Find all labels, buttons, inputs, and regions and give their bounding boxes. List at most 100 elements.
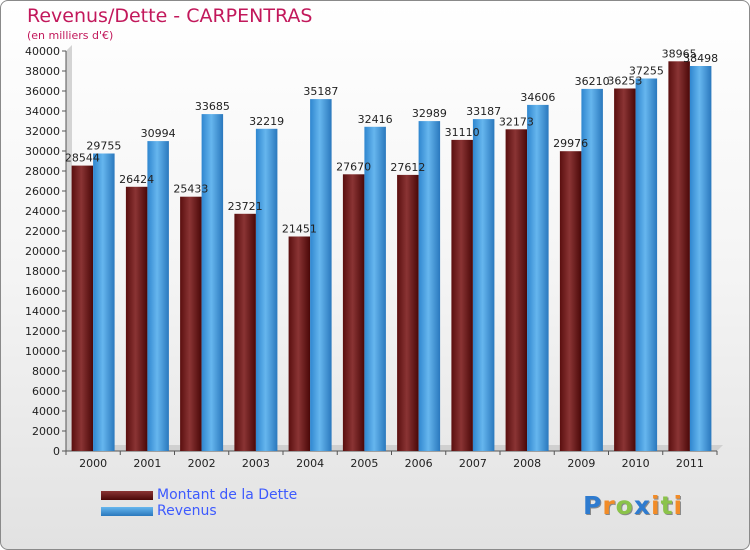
- data-label-revenus-2003: 32219: [249, 115, 284, 128]
- bar-revenus-2008: [527, 104, 549, 452]
- legend-label-revenus: Revenus: [157, 503, 217, 519]
- data-label-debt-2009: 29976: [553, 137, 588, 150]
- data-label-debt-2002: 25433: [173, 183, 208, 196]
- y-tick-label: 40000: [25, 45, 60, 58]
- data-label-revenus-2004: 35187: [303, 85, 338, 98]
- bar-debt-2004: [288, 236, 311, 451]
- left-wall: [66, 45, 72, 451]
- x-tick-label-2007: 2007: [459, 457, 487, 470]
- bar-revenus-2003: [255, 128, 278, 452]
- y-tick-label: 6000: [32, 385, 60, 398]
- bar-debt-2006: [397, 174, 419, 451]
- bar-revenus-2011: [689, 66, 712, 451]
- logo-letter: i: [651, 491, 661, 520]
- bar-revenus-2007: [472, 119, 495, 451]
- y-tick-label: 8000: [32, 365, 60, 378]
- y-tick-label: 26000: [25, 185, 60, 198]
- floor: [66, 445, 723, 451]
- y-tick-label: 28000: [25, 165, 60, 178]
- data-label-revenus-2009: 36210: [575, 75, 610, 88]
- data-label-revenus-2006: 32989: [412, 107, 447, 120]
- x-tick-label-2010: 2010: [622, 457, 650, 470]
- y-tick-label: 24000: [25, 205, 60, 218]
- y-tick-label: 38000: [25, 65, 60, 78]
- y-tick-label: 12000: [25, 325, 60, 338]
- y-tick-label: 14000: [25, 305, 60, 318]
- y-tick-label: 30000: [25, 145, 60, 158]
- y-tick-label: 20000: [25, 245, 60, 258]
- data-label-debt-2004: 21451: [282, 223, 317, 236]
- data-label-debt-2003: 23721: [228, 200, 263, 213]
- bar-revenus-2001: [147, 141, 169, 451]
- data-label-debt-2011: 38965: [662, 47, 697, 60]
- bar-revenus-2004: [310, 99, 332, 451]
- logo-letter: P: [583, 491, 603, 520]
- data-label-revenus-2005: 32416: [358, 113, 393, 126]
- x-tick-label-2006: 2006: [405, 457, 433, 470]
- bar-revenus-2002: [201, 114, 224, 451]
- data-label-revenus-2008: 34606: [520, 91, 555, 104]
- data-label-revenus-2007: 33187: [466, 105, 501, 118]
- bar-revenus-2005: [364, 126, 386, 452]
- proxiti-logo: Proxiti: [583, 491, 683, 520]
- y-tick-label: 36000: [25, 85, 60, 98]
- y-tick-label: 16000: [25, 285, 60, 298]
- legend: Montant de la Dette Revenus: [101, 487, 297, 519]
- legend-swatch-debt: [101, 490, 153, 500]
- logo-letter: o: [615, 491, 634, 520]
- y-tick-label: 34000: [25, 105, 60, 118]
- bar-debt-2010: [614, 88, 636, 451]
- y-tick-label: 18000: [25, 265, 60, 278]
- y-tick-label: 22000: [25, 225, 60, 238]
- data-label-debt-2008: 32173: [499, 115, 534, 128]
- bar-debt-2002: [180, 196, 202, 451]
- logo-letter: t: [660, 491, 674, 520]
- y-tick-label: 32000: [25, 125, 60, 138]
- data-label-debt-2005: 27670: [336, 160, 371, 173]
- chart-subtitle: (en milliers d'€): [27, 29, 114, 42]
- x-tick-label-2005: 2005: [350, 457, 378, 470]
- x-tick-label-2000: 2000: [79, 457, 107, 470]
- bar-debt-2003: [234, 213, 256, 451]
- data-label-revenus-2000: 29755: [86, 140, 121, 153]
- data-label-debt-2007: 31110: [445, 126, 480, 139]
- bar-debt-2000: [71, 165, 94, 451]
- legend-swatch-revenus: [101, 506, 153, 516]
- x-tick-label-2011: 2011: [676, 457, 704, 470]
- data-label-debt-2001: 26424: [119, 173, 154, 186]
- y-tick-label: 10000: [25, 345, 60, 358]
- data-label-debt-2006: 27612: [390, 161, 425, 174]
- logo-letter: x: [633, 491, 651, 520]
- data-label-revenus-2011: 38498: [683, 52, 718, 65]
- chart-title: Revenus/Dette - CARPENTRAS: [27, 5, 313, 27]
- legend-label-debt: Montant de la Dette: [157, 487, 298, 503]
- x-tick-label-2003: 2003: [242, 457, 270, 470]
- bar-revenus-2009: [581, 88, 603, 452]
- data-label-debt-2010: 36253: [607, 75, 642, 88]
- data-label-revenus-2002: 33685: [195, 100, 230, 113]
- legend-item-debt: Montant de la Dette: [101, 487, 297, 503]
- logo-letter: r: [602, 491, 616, 520]
- y-tick-label: 0: [53, 445, 60, 458]
- bar-debt-2001: [125, 186, 148, 452]
- legend-item-revenus: Revenus: [101, 503, 297, 519]
- data-label-debt-2000: 28544: [65, 152, 100, 165]
- y-tick-label: 4000: [32, 405, 60, 418]
- x-tick-label-2009: 2009: [567, 457, 595, 470]
- logo-letter: i: [673, 491, 684, 520]
- bar-revenus-2000: [93, 153, 115, 451]
- bar-debt-2011: [668, 61, 690, 452]
- y-tick-label: 2000: [32, 425, 60, 438]
- bar-debt-2007: [451, 139, 473, 451]
- bar-debt-2005: [342, 174, 365, 452]
- x-tick-label-2008: 2008: [513, 457, 541, 470]
- x-tick-label-2001: 2001: [133, 457, 161, 470]
- x-tick-label-2002: 2002: [188, 457, 216, 470]
- bar-revenus-2006: [418, 121, 441, 451]
- bar-debt-2008: [505, 129, 528, 452]
- data-label-revenus-2001: 30994: [141, 127, 176, 140]
- bar-debt-2009: [559, 151, 582, 451]
- x-tick-label-2004: 2004: [296, 457, 324, 470]
